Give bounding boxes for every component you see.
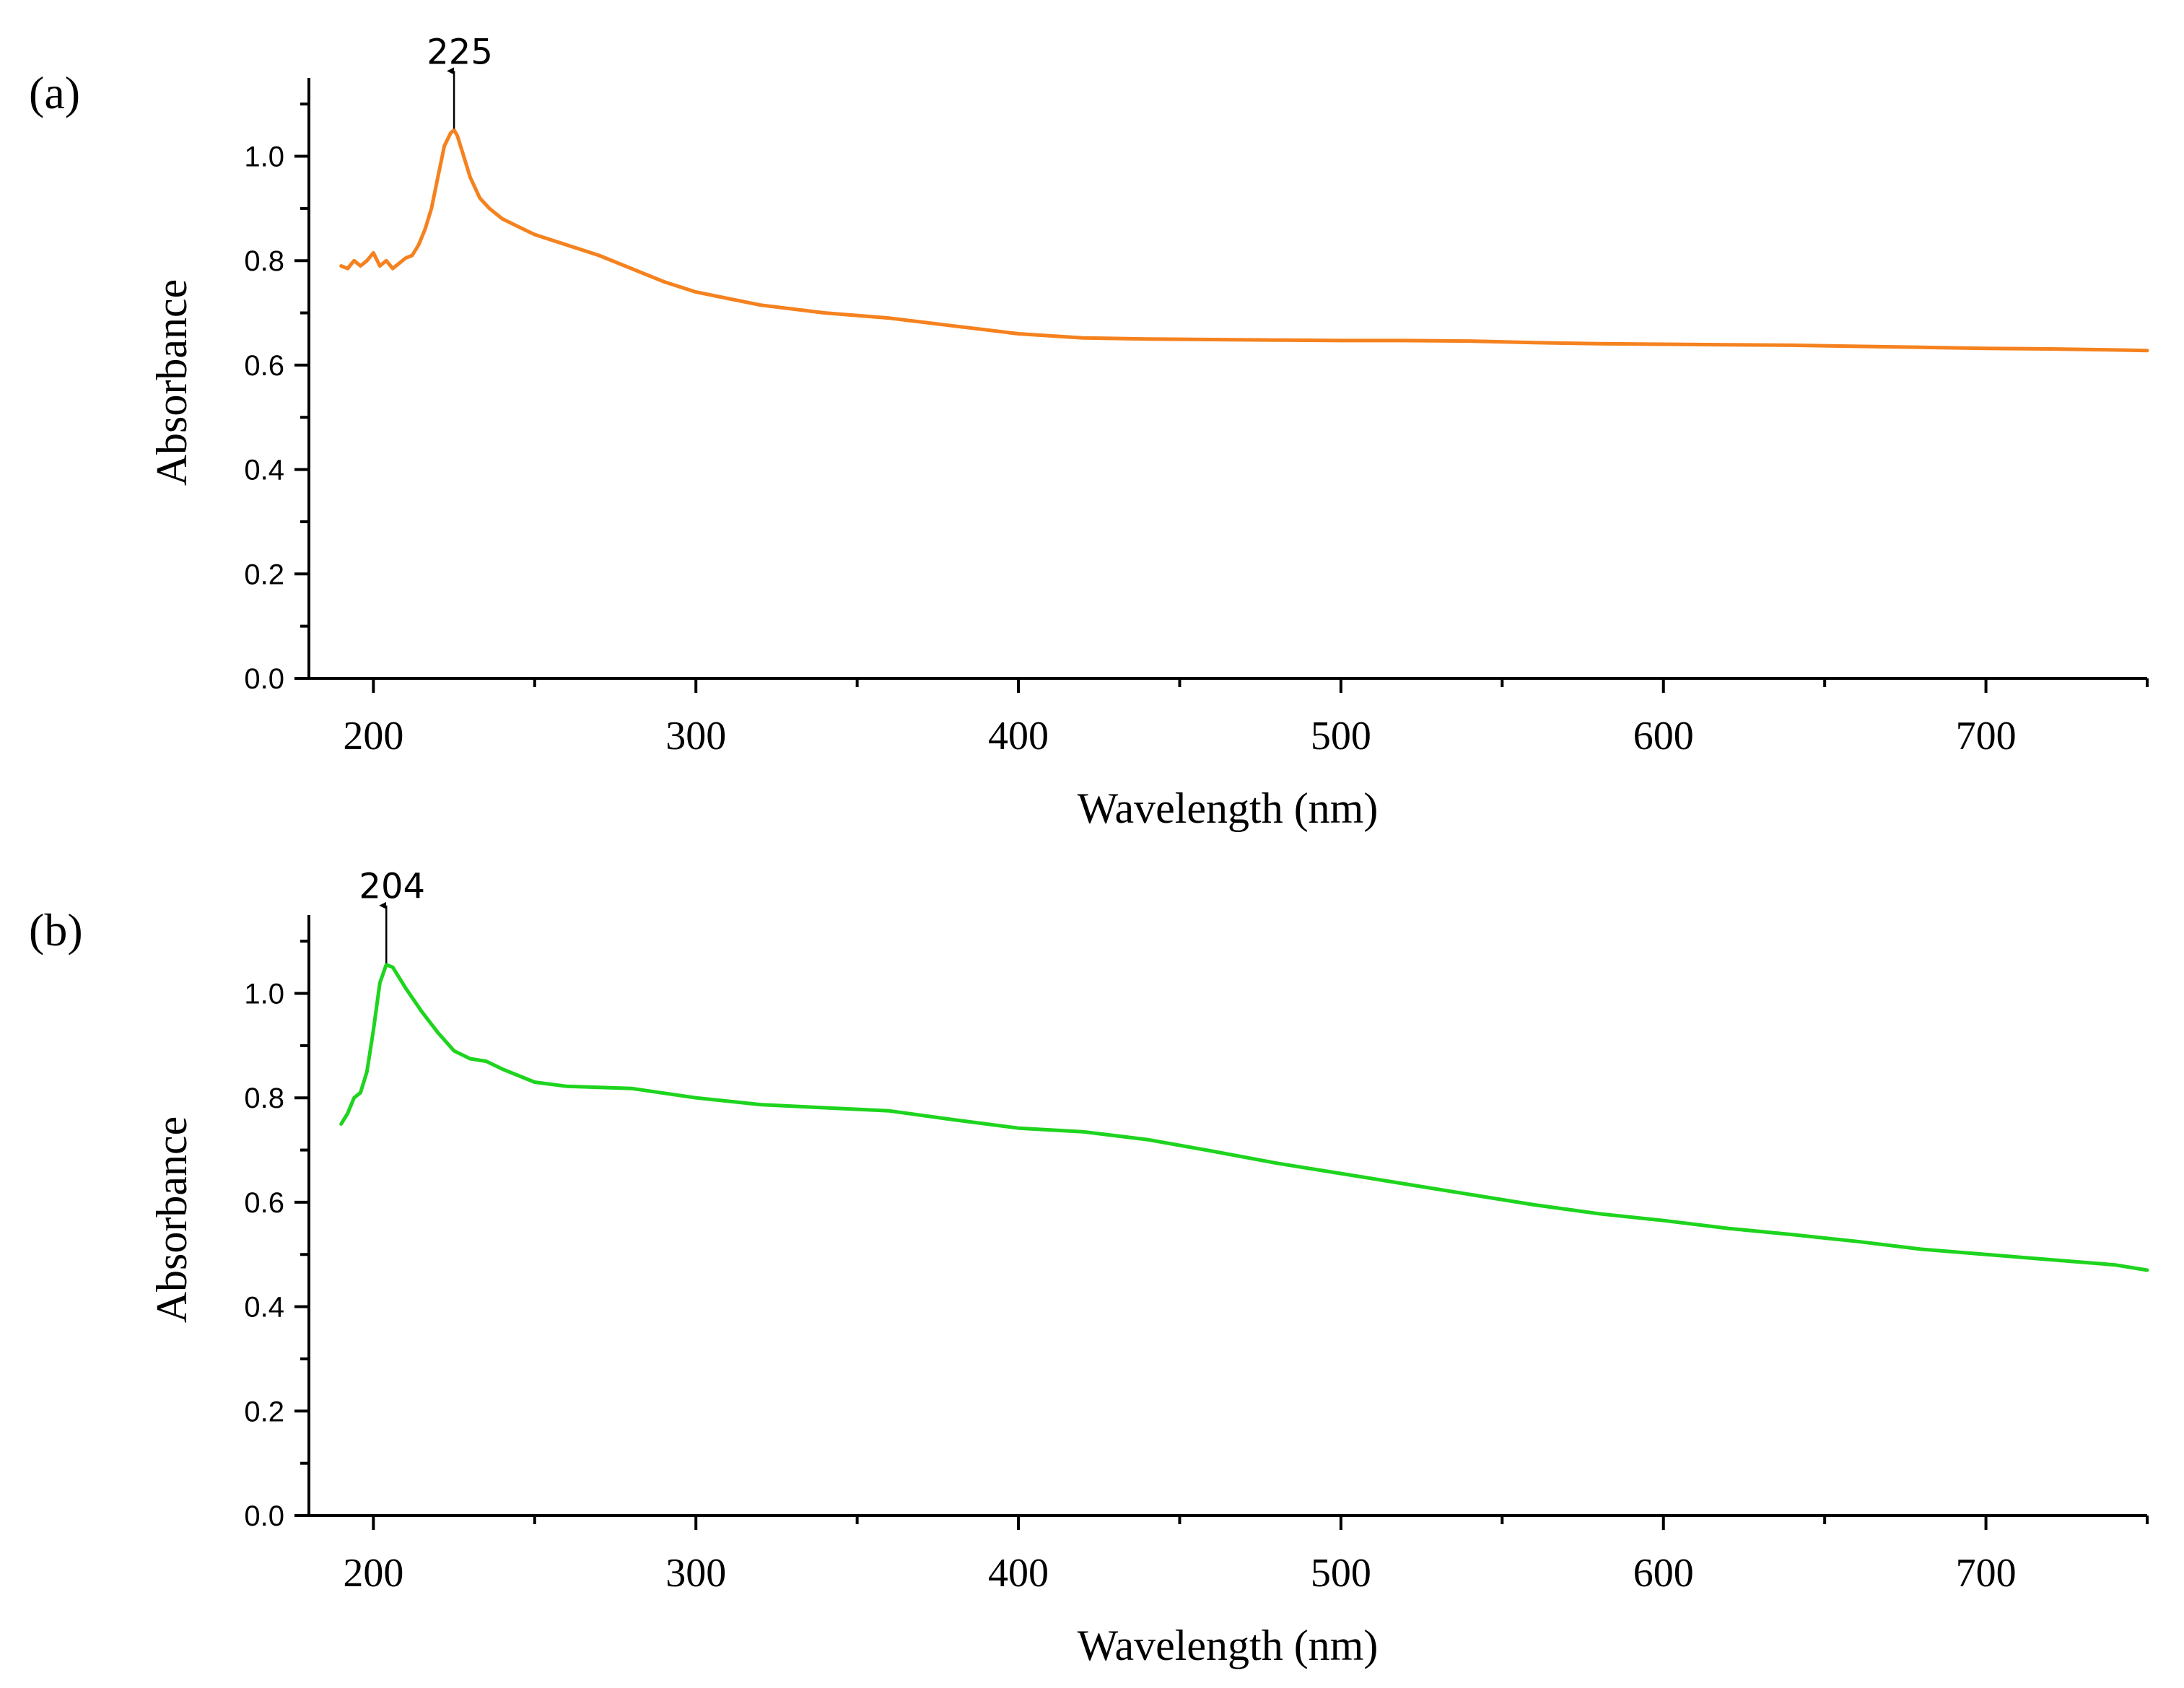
y-tick-label: 0.6	[244, 350, 284, 382]
y-tick-label: 0.8	[244, 245, 284, 277]
axes	[307, 78, 2147, 680]
peak-annotation: 225	[427, 32, 493, 129]
y-tick-label: 0.0	[244, 663, 284, 695]
chart-panel-a: (a) 200 300 400 500 600 700 0.0 0.2 0.4 0.6 0.8 1.…	[29, 32, 2149, 832]
x-tick-label: 400	[988, 1551, 1049, 1596]
x-tick-label: 400	[988, 714, 1049, 758]
x-ticks: 200 300 400 500 600 700	[343, 1516, 2149, 1596]
x-ticks: 200 300 400 500 600 700	[343, 678, 2149, 758]
peak-label: 204	[359, 867, 425, 907]
x-tick-label: 300	[665, 714, 726, 758]
panel-label: (a)	[29, 67, 80, 118]
x-tick-label: 500	[1311, 714, 1371, 758]
y-tick-label: 0.2	[244, 1396, 284, 1427]
chart-panel-b: (b) 200 300 400 500 600 700 0.0 0.2 0.4 0.6 0.8 1.…	[29, 867, 2149, 1669]
y-ticks: 0.0 0.2 0.4 0.6 0.8 1.0	[244, 102, 309, 695]
y-tick-label: 0.0	[244, 1500, 284, 1532]
y-ticks: 0.0 0.2 0.4 0.6 0.8 1.0	[244, 940, 309, 1532]
x-tick-label: 600	[1633, 714, 1694, 758]
panel-label: (b)	[29, 904, 83, 955]
series-group	[339, 128, 2149, 353]
y-tick-label: 0.6	[244, 1187, 284, 1219]
x-tick-label: 200	[343, 714, 403, 758]
series-group	[339, 963, 2149, 1272]
y-tick-label: 1.0	[244, 141, 284, 173]
x-axis-title: Wavelength (nm)	[1078, 784, 1379, 832]
x-tick-label: 200	[343, 1551, 403, 1596]
y-tick-label: 0.8	[244, 1083, 284, 1114]
y-tick-label: 0.2	[244, 559, 284, 590]
series-line	[339, 963, 2149, 1272]
x-tick-label: 500	[1311, 1551, 1371, 1596]
x-tick-label: 700	[1956, 1551, 2017, 1596]
y-tick-label: 1.0	[244, 979, 284, 1010]
x-tick-label: 300	[665, 1551, 726, 1596]
x-tick-label: 700	[1956, 714, 2017, 758]
y-axis-title: Absorbance	[148, 1116, 196, 1324]
axes	[307, 915, 2147, 1517]
series-line	[339, 128, 2149, 353]
y-tick-label: 0.4	[244, 455, 284, 486]
y-axis-title: Absorbance	[148, 279, 196, 486]
peak-annotation: 204	[359, 867, 425, 963]
y-tick-label: 0.4	[244, 1292, 284, 1324]
x-tick-label: 600	[1633, 1551, 1694, 1596]
peak-label: 225	[427, 32, 493, 72]
x-axis-title: Wavelength (nm)	[1078, 1622, 1379, 1669]
